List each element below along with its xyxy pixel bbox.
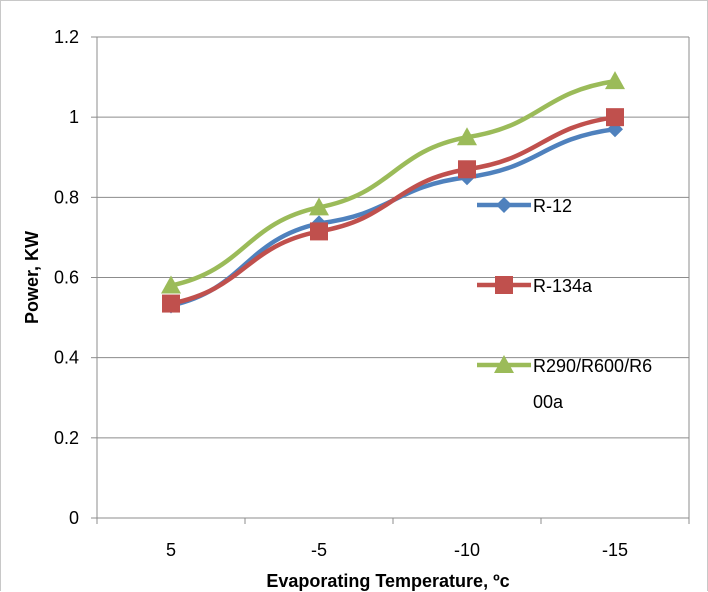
series-r-134a [162,108,624,313]
data-point [161,275,181,294]
legend-label: R290/R600/R6 [533,356,652,376]
series-r290-r600-r600a [161,71,625,294]
x-tick-label: -10 [454,540,480,560]
legend-swatch-marker [495,276,513,294]
series-line [170,114,616,306]
y-tick-label: 0.2 [54,428,79,448]
series-line [170,78,616,288]
data-point [606,108,624,127]
legend-label: 00a [533,392,564,412]
x-tick-label: -5 [311,540,327,560]
y-tick-label: 0 [69,508,79,528]
y-tick-label: 1 [69,107,79,127]
legend-label: R-134a [533,276,593,296]
data-point [458,160,476,179]
data-point [457,127,477,146]
y-tick-label: 1.2 [54,27,79,47]
y-tick-label: 0.6 [54,268,79,288]
x-axis-title: Evaporating Temperature, ºc [266,571,509,591]
legend-item: R-12 [477,196,572,216]
legend-item: R290/R600/R6 00a [477,355,652,412]
legend-item: R-134a [477,276,593,296]
legend-swatch-marker [494,355,514,373]
data-point [162,294,180,313]
y-axis-title: Power, KW [22,231,42,324]
y-tick-label: 0.4 [54,348,79,368]
data-point [605,71,625,90]
x-tick-label: -15 [602,540,628,560]
data-point [310,222,328,241]
legend-label: R-12 [533,196,572,216]
data-point [309,197,329,216]
legend-swatch-marker [496,197,512,213]
x-tick-label: 5 [166,540,176,560]
y-tick-label: 0.8 [54,187,79,207]
